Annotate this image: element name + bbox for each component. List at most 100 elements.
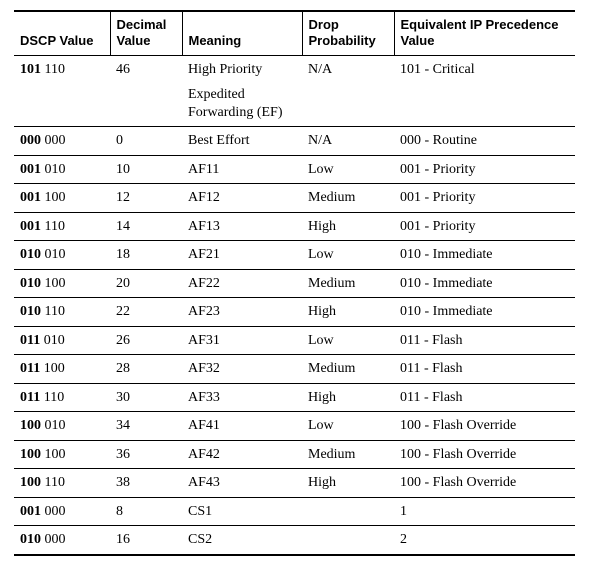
dscp-bold-part: 011	[20, 361, 40, 376]
dscp-rest-part: 110	[41, 62, 65, 77]
cell-drop: Medium	[302, 355, 394, 384]
cell-drop: Medium	[302, 269, 394, 298]
cell-dscp: 011 110	[14, 383, 110, 412]
table-row: 100 01034AF41Low100 - Flash Override	[14, 412, 575, 441]
cell-decimal: 18	[110, 241, 182, 270]
meaning-line: Expedited Forwarding (EF)	[188, 86, 296, 121]
dscp-rest-part: 000	[41, 133, 66, 148]
dscp-bold-part: 001	[20, 504, 41, 519]
cell-ipprec: 101 - Critical	[394, 55, 575, 127]
cell-meaning: CS2	[182, 526, 302, 555]
table-row: 010 11022AF23High010 - Immediate	[14, 298, 575, 327]
cell-drop: High	[302, 469, 394, 498]
cell-meaning: AF43	[182, 469, 302, 498]
cell-dscp: 011 100	[14, 355, 110, 384]
cell-dscp: 011 010	[14, 326, 110, 355]
cell-dscp: 001 110	[14, 212, 110, 241]
cell-dscp: 001 010	[14, 155, 110, 184]
cell-ipprec: 011 - Flash	[394, 326, 575, 355]
cell-drop: Medium	[302, 184, 394, 213]
dscp-bold-part: 010	[20, 532, 41, 547]
cell-decimal: 36	[110, 440, 182, 469]
cell-ipprec: 001 - Priority	[394, 212, 575, 241]
cell-dscp: 001 000	[14, 497, 110, 526]
cell-decimal: 10	[110, 155, 182, 184]
cell-dscp: 100 110	[14, 469, 110, 498]
dscp-bold-part: 100	[20, 447, 41, 462]
dscp-rest-part: 000	[41, 504, 66, 519]
cell-decimal: 34	[110, 412, 182, 441]
cell-meaning: AF31	[182, 326, 302, 355]
cell-decimal: 12	[110, 184, 182, 213]
cell-decimal: 20	[110, 269, 182, 298]
cell-ipprec: 001 - Priority	[394, 155, 575, 184]
cell-ipprec: 001 - Priority	[394, 184, 575, 213]
table-row: 001 11014AF13High001 - Priority	[14, 212, 575, 241]
cell-dscp: 100 010	[14, 412, 110, 441]
cell-drop: Low	[302, 241, 394, 270]
cell-meaning: High PriorityExpedited Forwarding (EF)	[182, 55, 302, 127]
cell-ipprec: 100 - Flash Override	[394, 440, 575, 469]
cell-decimal: 26	[110, 326, 182, 355]
cell-dscp: 010 010	[14, 241, 110, 270]
cell-ipprec: 010 - Immediate	[394, 298, 575, 327]
dscp-bold-part: 001	[20, 219, 41, 234]
dscp-table: DSCP Value Decimal Value Meaning Drop Pr…	[14, 10, 575, 556]
dscp-bold-part: 010	[20, 276, 41, 291]
cell-ipprec: 011 - Flash	[394, 383, 575, 412]
dscp-rest-part: 110	[41, 304, 65, 319]
table-row: 001 01010AF11Low001 - Priority	[14, 155, 575, 184]
cell-meaning: AF11	[182, 155, 302, 184]
cell-drop: High	[302, 383, 394, 412]
dscp-rest-part: 100	[40, 361, 65, 376]
dscp-bold-part: 100	[20, 475, 41, 490]
cell-drop	[302, 526, 394, 555]
cell-ipprec: 2	[394, 526, 575, 555]
cell-ipprec: 100 - Flash Override	[394, 412, 575, 441]
cell-ipprec: 010 - Immediate	[394, 241, 575, 270]
cell-ipprec: 1	[394, 497, 575, 526]
table-row: 001 0008CS11	[14, 497, 575, 526]
table-row: 011 01026AF31Low011 - Flash	[14, 326, 575, 355]
cell-meaning: AF22	[182, 269, 302, 298]
dscp-rest-part: 110	[41, 475, 65, 490]
cell-dscp: 010 110	[14, 298, 110, 327]
cell-dscp: 100 100	[14, 440, 110, 469]
cell-decimal: 22	[110, 298, 182, 327]
table-row: 100 11038AF43High100 - Flash Override	[14, 469, 575, 498]
cell-drop: N/A	[302, 127, 394, 156]
cell-ipprec: 000 - Routine	[394, 127, 575, 156]
dscp-rest-part: 010	[41, 418, 66, 433]
cell-drop: Low	[302, 412, 394, 441]
cell-ipprec: 011 - Flash	[394, 355, 575, 384]
cell-drop: Low	[302, 326, 394, 355]
dscp-bold-part: 001	[20, 162, 41, 177]
col-header-meaning: Meaning	[182, 11, 302, 55]
table-row: 010 01018AF21Low010 - Immediate	[14, 241, 575, 270]
cell-meaning: AF21	[182, 241, 302, 270]
cell-ipprec: 100 - Flash Override	[394, 469, 575, 498]
cell-decimal: 0	[110, 127, 182, 156]
dscp-bold-part: 011	[20, 390, 40, 405]
cell-dscp: 000 000	[14, 127, 110, 156]
table-body: 101 11046High PriorityExpedited Forwardi…	[14, 55, 575, 555]
cell-drop: Medium	[302, 440, 394, 469]
cell-drop: High	[302, 298, 394, 327]
dscp-bold-part: 011	[20, 333, 40, 348]
cell-dscp: 010 100	[14, 269, 110, 298]
col-header-drop: Drop Probability	[302, 11, 394, 55]
cell-decimal: 38	[110, 469, 182, 498]
table-row: 100 10036AF42Medium100 - Flash Override	[14, 440, 575, 469]
cell-ipprec: 010 - Immediate	[394, 269, 575, 298]
cell-meaning: AF41	[182, 412, 302, 441]
cell-drop: Low	[302, 155, 394, 184]
dscp-bold-part: 000	[20, 133, 41, 148]
cell-meaning: AF12	[182, 184, 302, 213]
cell-dscp: 101 110	[14, 55, 110, 127]
dscp-rest-part: 100	[41, 447, 66, 462]
col-header-dscp: DSCP Value	[14, 11, 110, 55]
table-row: 010 00016CS22	[14, 526, 575, 555]
cell-decimal: 14	[110, 212, 182, 241]
col-header-decimal: Decimal Value	[110, 11, 182, 55]
cell-meaning: AF33	[182, 383, 302, 412]
